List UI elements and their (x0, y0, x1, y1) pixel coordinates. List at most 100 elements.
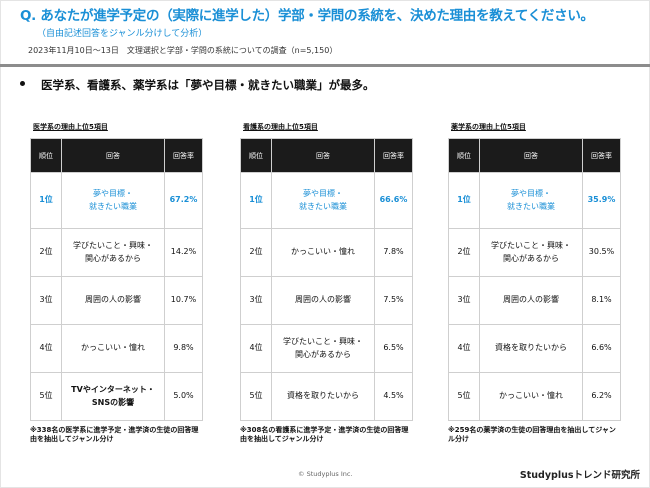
rank-cell: 1位 (448, 172, 480, 229)
answer-cell: 学びたいこと・興味・ 関心があるから (479, 228, 583, 277)
rate-cell: 67.2% (164, 172, 203, 229)
rank-cell: 2位 (240, 228, 272, 277)
answer-line-2: 就きたい職業 (299, 201, 347, 211)
panel-pharmacy: 薬学系の理由上位5項目 順位 回答 回答率 1位 夢や目標・就きたい職業 35.… (448, 122, 622, 445)
col-rank-header: 順位 (448, 138, 480, 173)
col-answer-header: 回答 (61, 138, 165, 173)
answer-cell: 夢や目標・就きたい職業 (271, 172, 375, 229)
panel-nursing: 看護系の理由上位5項目 順位 回答 回答率 1位 夢や目標・ 就きたい職業 66.… (240, 122, 414, 445)
question-note: （自由記述回答をジャンル分けして分析） (37, 29, 208, 39)
rank-cell: 5位 (30, 372, 62, 421)
rate-cell: 8.1% (582, 276, 621, 325)
ranking-table: 順位 回答 回答率 1位 夢や目標・就きたい職業 67.2% 2位 学びたいこと… (30, 138, 203, 421)
rank-cell: 4位 (448, 324, 480, 373)
rate-cell: 9.8% (164, 324, 203, 373)
answer-line-1: 学びたいこと・興味・ (491, 240, 571, 250)
col-rate-header: 回答率 (164, 138, 203, 173)
rate-cell: 4.5% (374, 372, 413, 421)
survey-info: 2023年11月10日～13日 文理選択と学部・学問の系統についての調査（n=5… (28, 46, 338, 55)
question-title: Q. あなたが進学予定の（実際に進学した）学部・学問の系統を、決めた理由を教えて… (20, 8, 594, 24)
answer-cell: かっこいい・憧れ (61, 324, 165, 373)
answer-line-1: 夢や目標・ (303, 188, 343, 198)
table-row: 4位 かっこいい・憧れ 9.8% (30, 324, 203, 373)
rank-cell: 3位 (240, 276, 272, 325)
panel-note: ※338名の医学系に進学予定・進学済の生徒の回答理由を抽出してジャンル分け (30, 426, 199, 444)
answer-line-2: 関心があるから (85, 253, 141, 263)
table-row: 4位 資格を取りたいから 6.6% (448, 324, 621, 373)
rank-cell: 1位 (30, 172, 62, 229)
table-row: 3位 周囲の人の影響 8.1% (448, 276, 621, 325)
answer-line-2: 関心があるから (295, 349, 351, 359)
panel-title: 医学系の理由上位5項目 (33, 123, 108, 131)
answer-cell: かっこいい・憧れ (479, 372, 583, 421)
col-rank-header: 順位 (240, 138, 272, 173)
rank-cell: 3位 (30, 276, 62, 325)
rate-cell: 5.0% (164, 372, 203, 421)
table-row: 2位 かっこいい・憧れ 7.8% (240, 228, 413, 277)
answer-line-2: 就きたい職業 (507, 201, 555, 211)
summary-text: 医学系、看護系、薬学系は「夢や目標・就きたい職業」が最多。 (41, 78, 375, 92)
answer-line-1: 学びたいこと・興味・ (283, 336, 363, 346)
answer-cell: 周囲の人の影響 (479, 276, 583, 325)
table-row: 1位 夢や目標・就きたい職業 35.9% (448, 172, 621, 229)
rank-cell: 2位 (30, 228, 62, 277)
bullet-icon (20, 81, 25, 86)
table-header-row: 順位 回答 回答率 (448, 138, 621, 173)
ranking-table: 順位 回答 回答率 1位 夢や目標・ 就きたい職業 66.6% 2位 かっこいい・… (240, 138, 413, 421)
table-row: 2位 学びたいこと・興味・ 関心があるから 30.5% (448, 228, 621, 277)
answer-cell: 周囲の人の影響 (271, 276, 375, 325)
rank-cell: 2位 (448, 228, 480, 277)
panel-title: 薬学系の理由上位5項目 (451, 123, 526, 131)
table-row: 4位 学びたいこと・興味・ 関心があるから 6.5% (240, 324, 413, 373)
table-row: 1位 夢や目標・就きたい職業 67.2% (30, 172, 203, 229)
rank-cell: 4位 (240, 324, 272, 373)
answer-cell: 夢や目標・就きたい職業 (479, 172, 583, 229)
answer-cell: 学びたいこと・興味・ 関心があるから (61, 228, 165, 277)
answer-cell: 夢や目標・就きたい職業 (61, 172, 165, 229)
rate-cell: 30.5% (582, 228, 621, 277)
rank-cell: 5位 (240, 372, 272, 421)
ranking-table: 順位 回答 回答率 1位 夢や目標・就きたい職業 35.9% 2位 学びたいこと… (448, 138, 621, 421)
copyright: © Studyplus Inc. (298, 470, 353, 478)
table-row: 5位 資格を取りたいから 4.5% (240, 372, 413, 421)
panel-note: ※308名の看護系に進学予定・進学済の生徒の回答理由を抽出してジャンル分け (240, 426, 409, 444)
rate-cell: 6.2% (582, 372, 621, 421)
answer-line-2: 就きたい職業 (89, 201, 137, 211)
answer-line-1: 夢や目標・ (511, 188, 551, 198)
rate-cell: 7.8% (374, 228, 413, 277)
divider (0, 64, 650, 67)
panel-medicine: 医学系の理由上位5項目 順位 回答 回答率 1位 夢や目標・就きたい職業 67.… (30, 122, 204, 445)
answer-cell: 学びたいこと・興味・ 関心があるから (271, 324, 375, 373)
rate-cell: 7.5% (374, 276, 413, 325)
rate-cell: 6.6% (582, 324, 621, 373)
col-answer-header: 回答 (271, 138, 375, 173)
rate-cell: 6.5% (374, 324, 413, 373)
rank-cell: 4位 (30, 324, 62, 373)
answer-cell: 資格を取りたいから (479, 324, 583, 373)
answer-line-1: 夢や目標・ (93, 188, 133, 198)
rank-cell: 3位 (448, 276, 480, 325)
table-header-row: 順位 回答 回答率 (30, 138, 203, 173)
answer-cell: 資格を取りたいから (271, 372, 375, 421)
rate-cell: 35.9% (582, 172, 621, 229)
table-row: 5位 かっこいい・憧れ 6.2% (448, 372, 621, 421)
summary-bullet: 医学系、看護系、薬学系は「夢や目標・就きたい職業」が最多。 (20, 77, 630, 93)
rank-cell: 1位 (240, 172, 272, 229)
table-row: 3位 周囲の人の影響 10.7% (30, 276, 203, 325)
col-rate-header: 回答率 (582, 138, 621, 173)
answer-cell: 周囲の人の影響 (61, 276, 165, 325)
answer-line-2: 関心があるから (503, 253, 559, 263)
panel-note: ※259名の薬学済の生徒の回答理由を抽出してジャンル分け (448, 426, 616, 444)
table-row: 2位 学びたいこと・興味・ 関心があるから 14.2% (30, 228, 203, 277)
col-rate-header: 回答率 (374, 138, 413, 173)
table-row: 5位 TVやインターネット・ SNSの影響 5.0% (30, 372, 203, 421)
rate-cell: 14.2% (164, 228, 203, 277)
rank-cell: 5位 (448, 372, 480, 421)
answer-line-1: TVやインターネット・ (71, 384, 155, 394)
panel-title: 看護系の理由上位5項目 (243, 123, 318, 131)
answer-line-1: 学びたいこと・興味・ (73, 240, 153, 250)
col-rank-header: 順位 (30, 138, 62, 173)
table-row: 3位 周囲の人の影響 7.5% (240, 276, 413, 325)
table-header-row: 順位 回答 回答率 (240, 138, 413, 173)
rate-cell: 10.7% (164, 276, 203, 325)
